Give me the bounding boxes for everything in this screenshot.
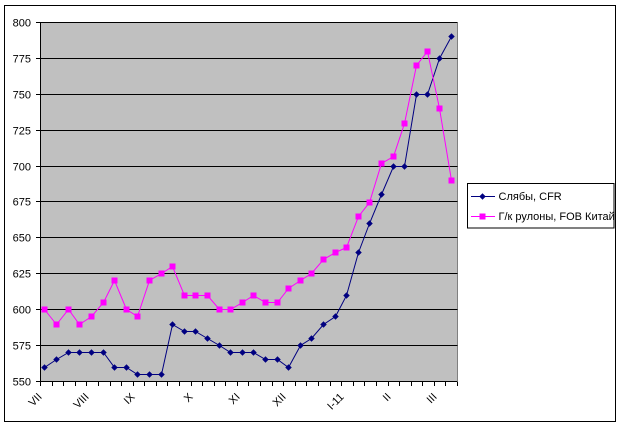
svg-text:600: 600 bbox=[13, 305, 31, 317]
svg-text:Слябы, CFR: Слябы, CFR bbox=[499, 191, 562, 203]
svg-text:800: 800 bbox=[13, 18, 31, 30]
svg-text:625: 625 bbox=[13, 269, 31, 281]
svg-text:675: 675 bbox=[13, 197, 31, 209]
svg-text:700: 700 bbox=[13, 162, 31, 174]
svg-text:725: 725 bbox=[13, 126, 31, 138]
svg-text:650: 650 bbox=[13, 233, 31, 245]
svg-text:550: 550 bbox=[13, 377, 31, 389]
svg-text:575: 575 bbox=[13, 341, 31, 353]
svg-text:Г/к рулоны, FOB Китай: Г/к рулоны, FOB Китай bbox=[499, 211, 615, 223]
svg-text:750: 750 bbox=[13, 90, 31, 102]
svg-text:775: 775 bbox=[13, 54, 31, 66]
